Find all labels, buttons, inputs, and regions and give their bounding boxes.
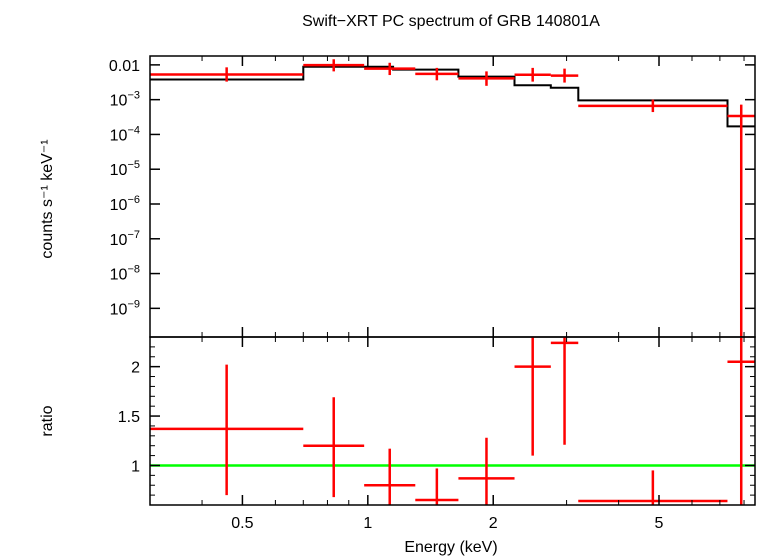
y-tick-label: 2 — [131, 360, 140, 377]
spectrum-panel: 0.01 10−3 10−4 10−5 10−6 10−7 10−8 10−9 — [109, 55, 756, 338]
chart-title: Swift−XRT PC spectrum of GRB 140801A — [302, 13, 600, 30]
x-axis-label: Energy (keV) — [404, 539, 497, 556]
ratio-panel: 11.52 — [118, 336, 756, 506]
spectrum-point-9 — [727, 104, 755, 337]
spectrum-point-3 — [364, 62, 416, 76]
spectrum-ticks — [149, 56, 755, 337]
x-tick-label: 1 — [363, 515, 372, 532]
y-tick-label: 10−5 — [110, 159, 140, 179]
ratio-point-4 — [415, 468, 459, 505]
ratio-point-5 — [458, 437, 515, 505]
spectrum-plot-frame — [149, 55, 756, 338]
spectrum-y-tick-labels: 0.01 10−3 10−4 10−5 10−6 10−7 10−8 10−9 — [109, 58, 140, 318]
ratio-data-points — [150, 337, 755, 505]
y-tick-label: 0.01 — [109, 58, 140, 75]
y-tick-label: 10−7 — [110, 229, 140, 249]
y-tick-label: 10−6 — [110, 194, 140, 214]
ratio-y-axis-label: ratio — [39, 405, 56, 436]
spectrum-point-1 — [150, 67, 304, 82]
spectrum-point-4 — [415, 67, 459, 81]
y-tick-label: 1.5 — [118, 409, 140, 426]
ratio-plot-frame — [149, 336, 756, 506]
x-tick-labels: 0.5 1 2 5 — [231, 515, 663, 532]
model-step-path — [150, 65, 755, 128]
ratio-point-3 — [364, 448, 416, 505]
y-tick-label: 10−9 — [110, 298, 140, 318]
ratio-point-2 — [303, 397, 365, 498]
ratio-point-9 — [727, 337, 755, 505]
spectrum-point-7 — [550, 68, 579, 83]
y-tick-label: 10−4 — [110, 124, 140, 144]
ratio-point-8 — [578, 470, 728, 505]
y-tick-label: 10−3 — [110, 90, 140, 110]
x-tick-label: 5 — [655, 515, 664, 532]
spectrum-point-8 — [578, 99, 728, 113]
y-tick-label: 10−8 — [110, 264, 140, 284]
spectrum-point-2 — [303, 59, 365, 72]
ratio-point-1 — [150, 364, 304, 496]
spectrum-point-5 — [458, 71, 515, 86]
x-tick-label: 0.5 — [231, 515, 253, 532]
ratio-y-tick-labels: 11.52 — [118, 360, 140, 476]
spectrum-data-points — [150, 59, 755, 337]
y-tick-label: 1 — [131, 458, 140, 475]
ratio-point-7 — [550, 337, 579, 445]
x-tick-label: 2 — [489, 515, 498, 532]
ratio-ticks — [149, 337, 755, 505]
spectrum-y-axis-label: counts s⁻¹ keV⁻¹ — [39, 139, 56, 258]
spectrum-point-6 — [514, 67, 551, 82]
model-step-line — [150, 65, 755, 128]
ratio-point-6 — [514, 337, 551, 456]
